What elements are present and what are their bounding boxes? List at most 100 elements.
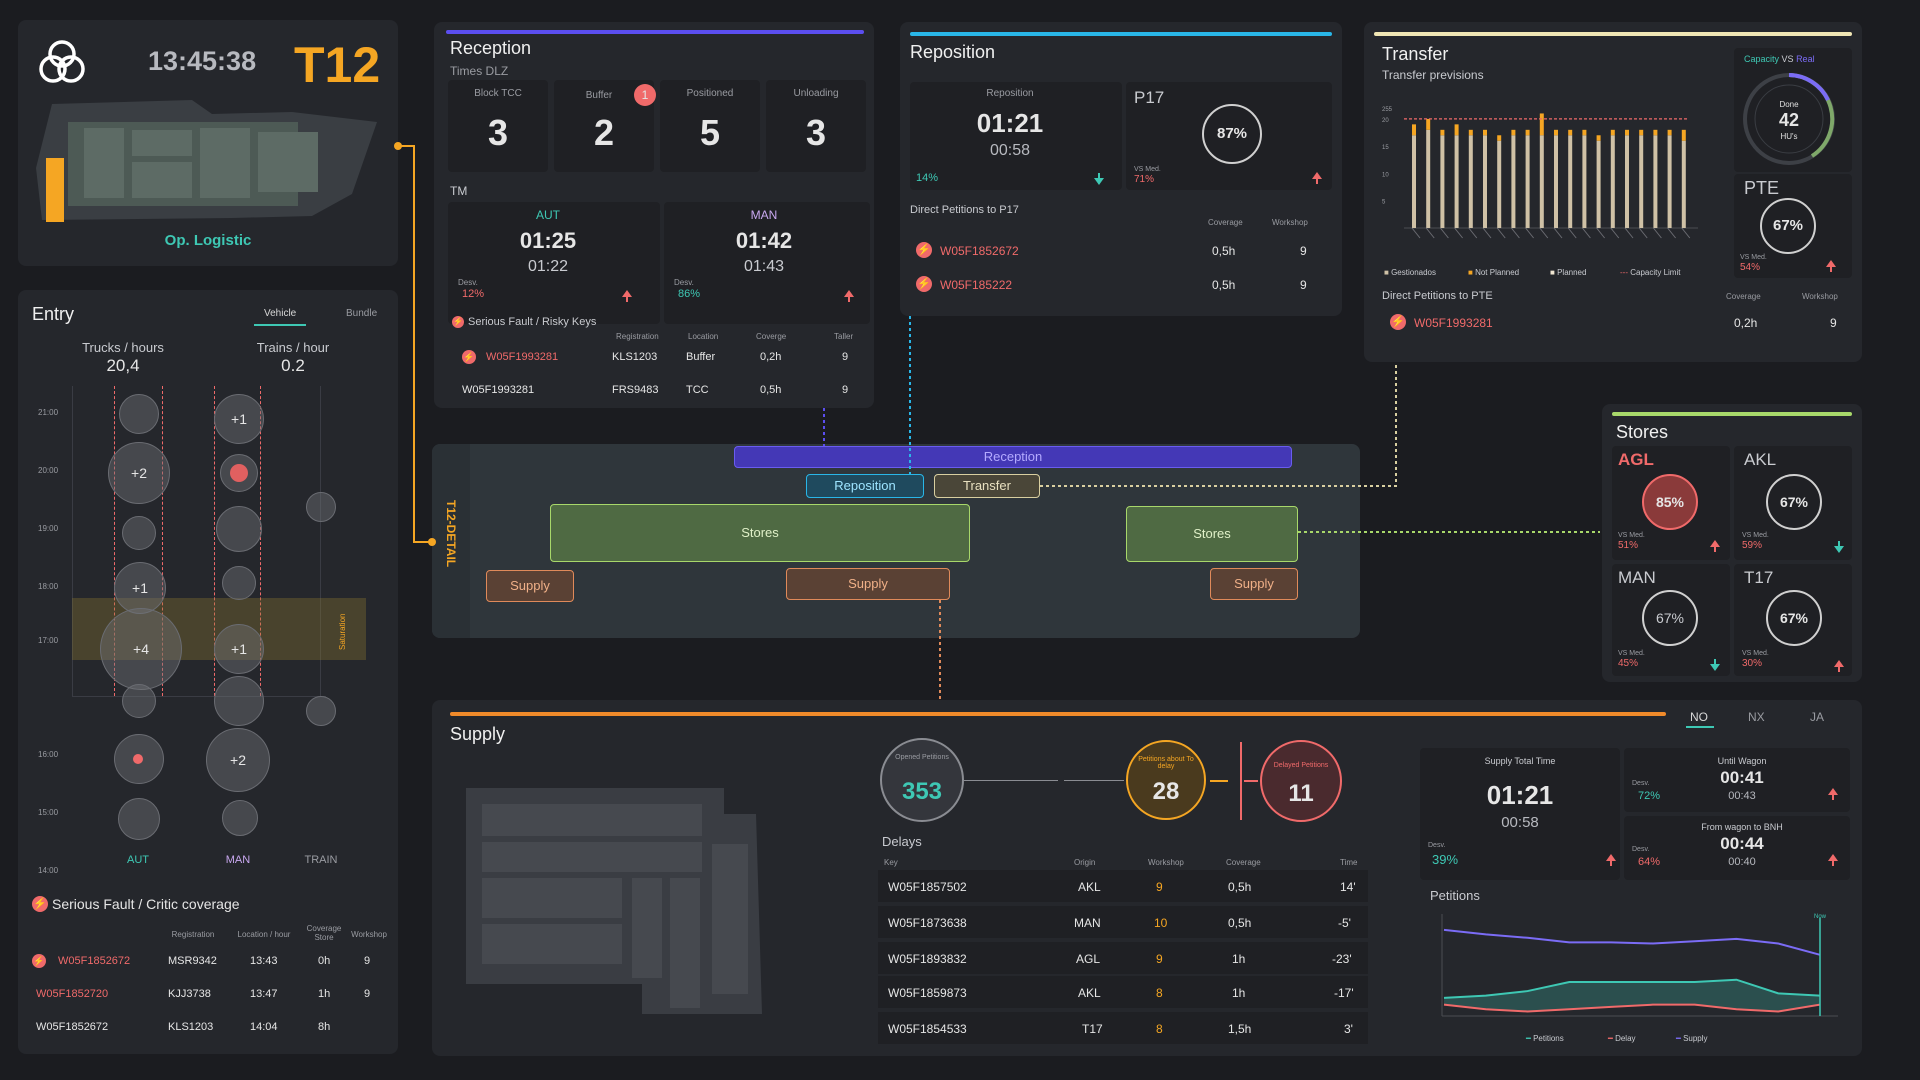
bubble[interactable]: +1	[214, 624, 264, 674]
y-tick-label: 255	[1382, 107, 1393, 113]
area-label[interactable]: Op. Logistic	[164, 232, 252, 249]
wagon-bnh-card[interactable]	[1624, 816, 1850, 880]
stat-card-unloading[interactable]	[766, 80, 866, 172]
table-row-key[interactable]: W05F185222	[940, 278, 1013, 292]
map-reposition[interactable]: Reposition	[806, 474, 924, 498]
tab-nx[interactable]: NX	[1748, 710, 1765, 724]
reception-title: Reception	[450, 38, 532, 58]
tab-no[interactable]: NO	[1690, 710, 1708, 724]
bar-not-planned	[1539, 113, 1544, 136]
store-vs-label: VS Med.	[1742, 532, 1769, 539]
fault-icon: ⚡	[916, 242, 932, 258]
table-row-cov: 0,5h	[1212, 244, 1236, 258]
until-wagon-card[interactable]	[1624, 748, 1850, 812]
tm-card-man[interactable]	[664, 202, 870, 324]
plant-map	[36, 100, 377, 222]
row-origin: AKL	[1078, 880, 1101, 894]
bubble[interactable]	[122, 516, 156, 550]
entry-panel: Entry Vehicle Bundle Trucks / hours 20,4…	[18, 290, 398, 1054]
tab-bundle[interactable]: Bundle	[346, 308, 378, 319]
map-supply[interactable]: Supply	[1210, 568, 1298, 600]
petitions-line-chart: Now	[1441, 914, 1838, 1017]
row-origin: MAN	[1074, 916, 1101, 930]
bnh-value: 00:44	[1720, 834, 1764, 853]
bar-gestionados	[1511, 135, 1516, 228]
map-stores[interactable]: Stores	[550, 504, 970, 562]
store-name: AGL	[1618, 450, 1654, 469]
tab-vehicle[interactable]: Vehicle	[264, 308, 297, 319]
bnh-desv: 64%	[1638, 856, 1661, 868]
map-supply[interactable]: Supply	[786, 568, 950, 600]
table-row-key[interactable]: W05F1993281	[1414, 316, 1493, 330]
bubble[interactable]	[216, 506, 262, 552]
bubble[interactable]: +1	[214, 394, 264, 444]
row-coverage: 0,5h	[1228, 916, 1252, 930]
stat-label: Unloading	[793, 88, 839, 99]
alert-dot	[133, 754, 143, 764]
stat-label: Block TCC	[474, 88, 522, 99]
bubble[interactable]	[306, 492, 336, 522]
table-row-key[interactable]: W05F1852720	[36, 988, 109, 1000]
x-tick-mark	[1667, 227, 1676, 239]
col-header: Coverage	[1226, 858, 1261, 867]
x-tick-mark	[1681, 227, 1691, 239]
pte-vs-label: VS Med.	[1740, 254, 1767, 261]
aut-main: 01:25	[519, 228, 577, 253]
arrow-down-icon	[1834, 541, 1844, 553]
buffer-badge[interactable]: 1	[634, 84, 656, 106]
table-row-key[interactable]: W05F1993281	[486, 351, 559, 363]
map-transfer[interactable]: Transfer	[934, 474, 1040, 498]
tab-ja[interactable]: JA	[1810, 710, 1825, 724]
table-row-key[interactable]: W05F1852672	[58, 955, 131, 967]
header-panel: 13:45:38 T12 Op. Logistic	[18, 20, 398, 266]
transfer-bar-chart: 5 10 15 20 255	[1382, 107, 1698, 239]
delayed-petitions-gauge[interactable]	[1260, 740, 1342, 822]
table-row-key[interactable]: W05F1852672	[36, 1021, 109, 1033]
bar-not-planned	[1468, 129, 1473, 136]
row-time: -17'	[1334, 986, 1354, 1000]
x-tick-mark	[1567, 227, 1577, 239]
bubble[interactable]: +4	[100, 608, 182, 690]
store-gauge: 85%	[1642, 474, 1698, 530]
reposition-card[interactable]	[910, 82, 1122, 190]
fault-icon: ⚡	[452, 316, 464, 328]
table-row-reg: KLS1203	[168, 1021, 214, 1033]
bubble[interactable]	[222, 566, 256, 600]
bubble[interactable]: +2	[108, 442, 170, 504]
bubble[interactable]	[119, 394, 159, 434]
table-row[interactable]	[878, 906, 1368, 938]
row-time: 3'	[1344, 1022, 1353, 1036]
supply-total-card[interactable]	[1420, 748, 1620, 880]
about-delay-gauge[interactable]	[1126, 740, 1206, 820]
bubble[interactable]	[222, 800, 258, 836]
bar-gestionados	[1681, 140, 1686, 228]
opened-petitions-gauge[interactable]	[880, 738, 964, 822]
table-row-key[interactable]: W05F1852672	[940, 244, 1019, 258]
bar-gestionados	[1582, 135, 1587, 228]
col-header: Coverage	[1726, 292, 1761, 301]
stat-card-positioned[interactable]	[660, 80, 760, 172]
table-row[interactable]	[878, 1012, 1368, 1044]
row-origin: AKL	[1078, 986, 1101, 1000]
bubble[interactable]	[306, 696, 336, 726]
row-workshop: 10	[1154, 916, 1168, 930]
table-row-ws: 9	[364, 988, 371, 1000]
table-row[interactable]	[878, 942, 1368, 974]
tm-card-aut[interactable]	[448, 202, 660, 324]
x-tick-mark	[1582, 227, 1591, 239]
table-row-key[interactable]: W05F1993281	[462, 384, 535, 396]
bubble[interactable]	[122, 684, 156, 718]
bar-not-planned	[1454, 124, 1459, 136]
bubble[interactable]	[214, 676, 264, 726]
bubble[interactable]	[118, 798, 160, 840]
aut-label: AUT	[536, 208, 560, 222]
table-row[interactable]	[878, 976, 1368, 1008]
bubble[interactable]: +1	[114, 562, 166, 614]
map-reception[interactable]: Reception	[734, 446, 1292, 468]
stat-card-block-tcc[interactable]	[448, 80, 548, 172]
map-supply[interactable]: Supply	[486, 570, 574, 602]
map-stores[interactable]: Stores	[1126, 506, 1298, 562]
table-row[interactable]	[878, 870, 1368, 902]
bar-not-planned	[1568, 129, 1573, 136]
bubble[interactable]: +2	[206, 728, 270, 792]
